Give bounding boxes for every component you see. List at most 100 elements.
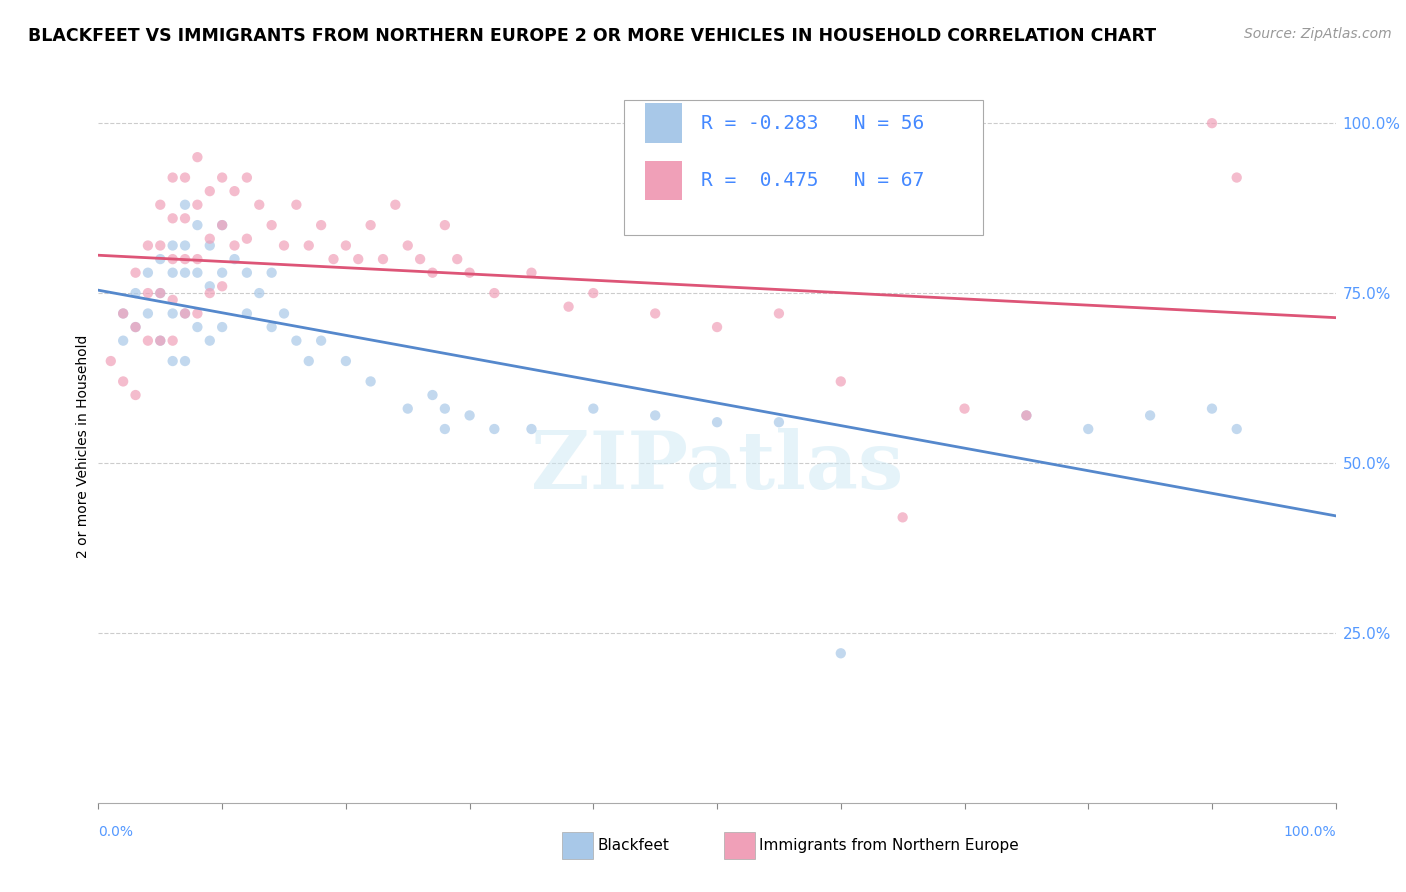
Point <box>830 646 852 660</box>
Point <box>162 354 184 368</box>
Point <box>953 401 976 416</box>
Point <box>149 286 172 301</box>
Point <box>520 422 543 436</box>
Point <box>136 334 159 348</box>
Point <box>211 266 233 280</box>
Point <box>112 375 135 389</box>
Point <box>198 279 221 293</box>
Point <box>124 286 146 301</box>
Point <box>186 218 208 232</box>
Point <box>458 409 481 423</box>
FancyBboxPatch shape <box>624 100 983 235</box>
Point <box>322 252 344 266</box>
Point <box>557 300 579 314</box>
Point <box>1015 409 1038 423</box>
Point <box>211 170 233 185</box>
Point <box>830 375 852 389</box>
Point <box>433 422 456 436</box>
Point <box>891 510 914 524</box>
Text: ZIPatlas: ZIPatlas <box>531 428 903 507</box>
Point <box>174 354 197 368</box>
Point <box>360 375 382 389</box>
Point <box>396 238 419 252</box>
Text: R = -0.283   N = 56: R = -0.283 N = 56 <box>702 113 924 133</box>
Point <box>162 293 184 307</box>
Point <box>260 266 283 280</box>
Point <box>186 198 208 212</box>
Point <box>149 334 172 348</box>
Point <box>198 238 221 252</box>
Y-axis label: 2 or more Vehicles in Household: 2 or more Vehicles in Household <box>76 334 90 558</box>
Point <box>520 266 543 280</box>
Point <box>186 266 208 280</box>
Point <box>174 211 197 226</box>
Point <box>162 334 184 348</box>
Text: Immigrants from Northern Europe: Immigrants from Northern Europe <box>759 838 1019 853</box>
Point <box>136 286 159 301</box>
Point <box>162 238 184 252</box>
Point <box>136 266 159 280</box>
Point <box>174 238 197 252</box>
Point <box>260 320 283 334</box>
Point <box>422 388 444 402</box>
Point <box>174 252 197 266</box>
Point <box>1201 401 1223 416</box>
Point <box>149 286 172 301</box>
Point <box>644 306 666 320</box>
Point <box>384 198 406 212</box>
Point <box>124 266 146 280</box>
Point <box>174 266 197 280</box>
Point <box>484 286 506 301</box>
Text: 0.0%: 0.0% <box>98 825 134 839</box>
Point <box>285 198 308 212</box>
Point <box>224 238 246 252</box>
Point <box>706 320 728 334</box>
Point <box>247 198 270 212</box>
Point <box>112 334 135 348</box>
Point <box>124 320 146 334</box>
Point <box>186 252 208 266</box>
Point <box>124 388 146 402</box>
Point <box>236 170 259 185</box>
Text: BLACKFEET VS IMMIGRANTS FROM NORTHERN EUROPE 2 OR MORE VEHICLES IN HOUSEHOLD COR: BLACKFEET VS IMMIGRANTS FROM NORTHERN EU… <box>28 27 1156 45</box>
Point <box>162 170 184 185</box>
Point <box>136 306 159 320</box>
Point <box>236 306 259 320</box>
Text: 100.0%: 100.0% <box>1284 825 1336 839</box>
Point <box>174 306 197 320</box>
Point <box>309 218 332 232</box>
Point <box>198 286 221 301</box>
Point <box>162 306 184 320</box>
Point <box>433 401 456 416</box>
Point <box>100 354 122 368</box>
Point <box>360 218 382 232</box>
Point <box>149 334 172 348</box>
Point <box>149 198 172 212</box>
Point <box>112 306 135 320</box>
Point <box>211 218 233 232</box>
Point <box>162 252 184 266</box>
Point <box>273 306 295 320</box>
Point <box>247 286 270 301</box>
Point <box>174 170 197 185</box>
Point <box>422 266 444 280</box>
Point <box>162 211 184 226</box>
Point <box>582 401 605 416</box>
Point <box>149 252 172 266</box>
Point <box>211 279 233 293</box>
Point <box>1226 170 1249 185</box>
Point <box>298 354 321 368</box>
Point <box>433 218 456 232</box>
Point <box>136 238 159 252</box>
Point <box>224 184 246 198</box>
Point <box>396 401 419 416</box>
Point <box>768 415 790 429</box>
Point <box>409 252 432 266</box>
FancyBboxPatch shape <box>645 161 682 200</box>
Point <box>458 266 481 280</box>
Point <box>273 238 295 252</box>
Text: R =  0.475   N = 67: R = 0.475 N = 67 <box>702 170 924 190</box>
Text: Blackfeet: Blackfeet <box>598 838 669 853</box>
Point <box>236 232 259 246</box>
Point <box>112 306 135 320</box>
